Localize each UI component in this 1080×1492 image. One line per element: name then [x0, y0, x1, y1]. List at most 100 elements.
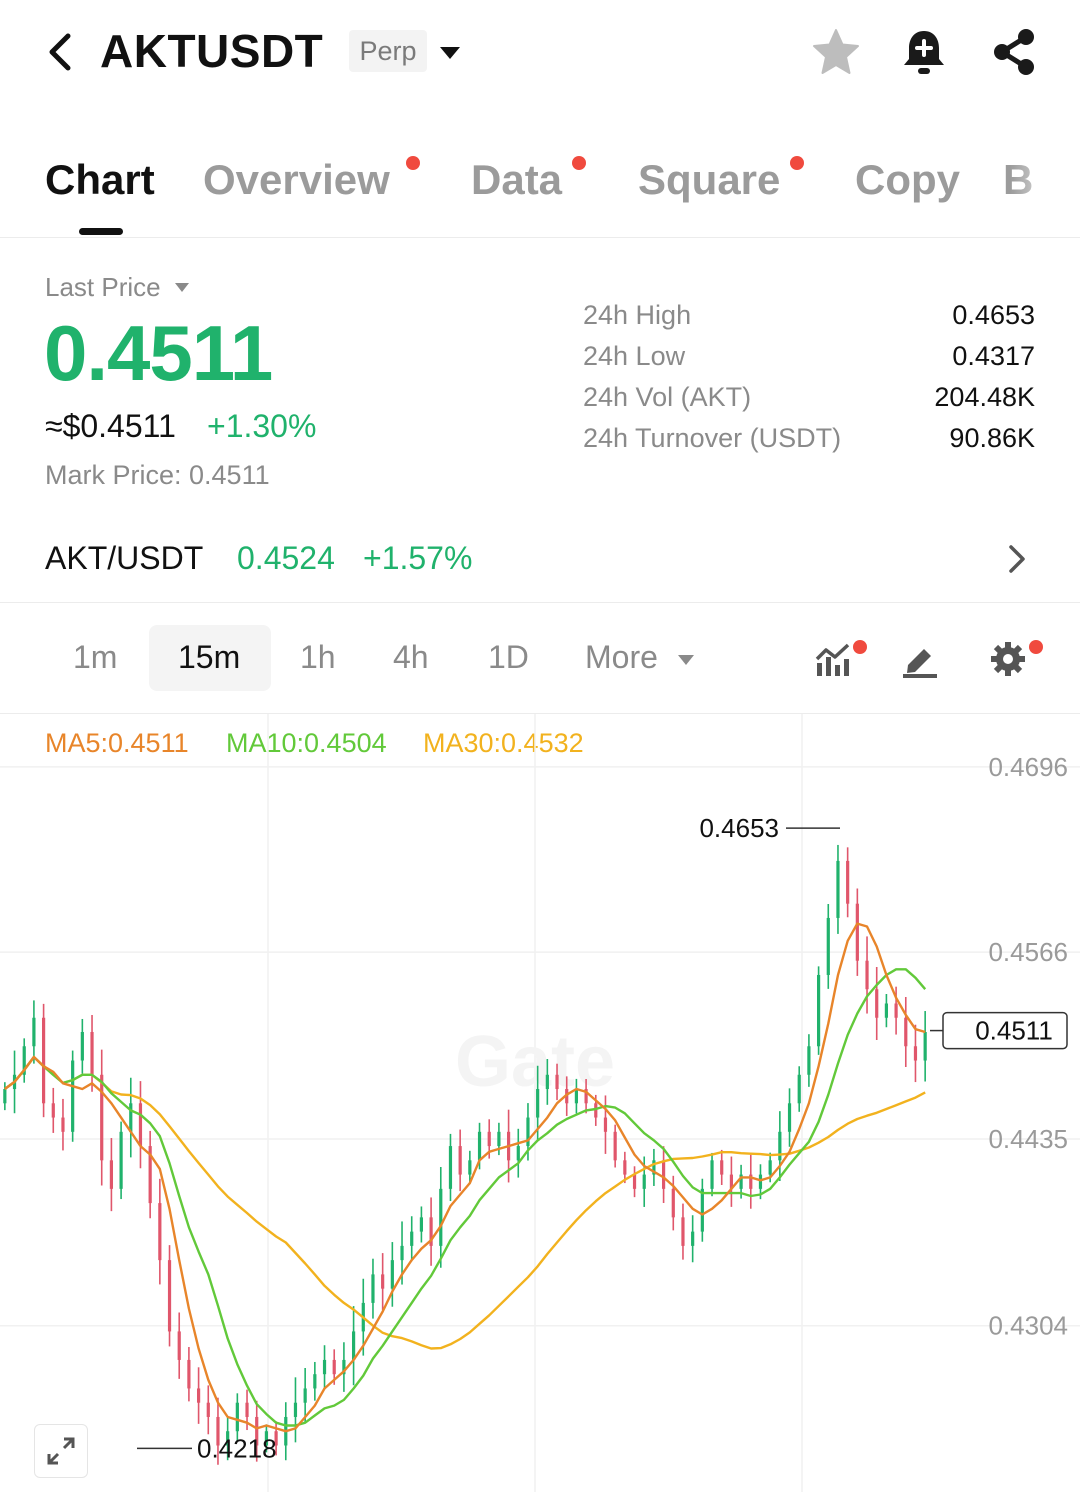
timeframe-toolbar: 1m 15m 1h 4h 1D More [0, 603, 1080, 714]
timeframe-15m[interactable]: 15m [178, 639, 241, 675]
candle-body [758, 1174, 763, 1189]
last-price-selector[interactable]: Last Price [45, 272, 161, 303]
candle-body [894, 1003, 898, 1018]
candle-body [177, 1331, 181, 1360]
stat-value-volume: 204.48K [934, 382, 1035, 412]
high-marker-label: 0.4653 [699, 813, 779, 843]
candle-body [119, 1131, 123, 1189]
candle-body [293, 1402, 298, 1417]
symbol-title[interactable]: AKTUSDT [100, 25, 324, 77]
candle-body [497, 1131, 501, 1147]
candle-body [274, 1431, 278, 1446]
candle-body [613, 1131, 617, 1161]
candle-body [390, 1260, 394, 1289]
timeframe-1m[interactable]: 1m [73, 639, 118, 675]
active-tab-indicator [79, 228, 123, 235]
spot-change-percent: +1.57% [363, 540, 473, 576]
kline-chart[interactable]: MA5:0.4511 MA10:0.4504 MA30:0.4532 0.469… [0, 714, 1080, 1492]
candle-body [661, 1160, 666, 1189]
tab-data[interactable]: Data [471, 156, 563, 203]
last-price-label: Last Price [45, 272, 161, 302]
candle-body [642, 1174, 646, 1189]
candle-body [41, 1017, 46, 1104]
candle-body [555, 1074, 559, 1090]
tab-overview[interactable]: Overview [203, 156, 390, 203]
spot-price: 0.4524 [237, 540, 335, 576]
candle-body [400, 1245, 404, 1261]
spot-market-row[interactable]: AKT/USDT 0.4524 +1.57% [0, 512, 1080, 603]
top-bar: AKTUSDT Perp [0, 0, 1080, 105]
candle-body [913, 1046, 918, 1061]
more-caret-icon[interactable] [678, 655, 694, 665]
candle-body [623, 1160, 627, 1175]
y-axis-tick-label: 0.4696 [988, 752, 1068, 782]
candle-body [826, 917, 830, 975]
notification-dot [790, 156, 804, 170]
indicators-icon[interactable] [814, 639, 854, 679]
stat-value-low: 0.4317 [952, 341, 1035, 371]
candle-body [90, 1032, 94, 1075]
y-axis-tick-label: 0.4566 [988, 937, 1068, 967]
candle-body [865, 960, 869, 990]
candle-body [303, 1388, 307, 1403]
candle-body [904, 1017, 908, 1047]
spot-pair: AKT/USDT [45, 540, 204, 576]
candle-body [632, 1174, 637, 1189]
settings-icon[interactable] [988, 639, 1028, 679]
y-axis-tick-label: 0.4304 [988, 1311, 1068, 1341]
back-icon[interactable] [42, 30, 82, 74]
last-price-value: 0.4511 [44, 309, 273, 397]
ma30-line [4, 1055, 926, 1350]
candle-body [603, 1117, 608, 1132]
chevron-right-icon[interactable] [1004, 542, 1030, 576]
stat-value-high: 0.4653 [952, 300, 1035, 330]
candle-body [807, 1046, 811, 1075]
candle-body [71, 1060, 75, 1132]
candle-body [448, 1146, 453, 1189]
caret-down-icon[interactable] [175, 283, 189, 292]
tab-copy[interactable]: Copy [855, 156, 960, 203]
candle-body [739, 1174, 743, 1189]
current-price-label: 0.4511 [975, 1016, 1053, 1046]
tab-scroll-fade [1010, 140, 1080, 237]
candle-body [109, 1160, 114, 1189]
candle-body [594, 1103, 598, 1118]
timeframe-more[interactable]: More [585, 639, 658, 675]
candle-body [846, 860, 850, 904]
timeframe-4h[interactable]: 4h [393, 639, 429, 675]
candlestick-plot[interactable]: 0.4696 0.4566 0.4435 0.4304 Gate 0.4653 0.4218… [0, 714, 1080, 1492]
stat-value-turnover: 90.86K [949, 423, 1035, 453]
share-icon[interactable] [988, 26, 1040, 78]
candle-body [574, 1089, 579, 1104]
candle-body [410, 1231, 414, 1246]
tab-square[interactable]: Square [638, 156, 781, 203]
candle-body [691, 1231, 695, 1246]
notification-dot [572, 156, 586, 170]
tab-chart[interactable]: Chart [45, 156, 155, 203]
candle-body [419, 1217, 424, 1232]
timeframe-1h[interactable]: 1h [300, 639, 336, 675]
candle-body [487, 1131, 491, 1147]
candle-body [797, 1074, 801, 1104]
candle-body [477, 1131, 482, 1161]
candle-body [778, 1131, 782, 1161]
candle-body [749, 1174, 753, 1189]
ma30-label: MA30:0.4532 [423, 728, 584, 758]
timeframe-1d[interactable]: 1D [488, 639, 529, 675]
chevron-down-icon[interactable] [440, 47, 460, 59]
notification-dot [406, 156, 420, 170]
star-icon[interactable] [810, 26, 862, 78]
bell-plus-icon[interactable] [898, 26, 950, 78]
candle-body [526, 1117, 530, 1147]
candle-body [584, 1089, 588, 1104]
expand-icon [47, 1437, 75, 1465]
candle-body [187, 1359, 191, 1389]
candle-body [313, 1374, 317, 1389]
candle-body [884, 1003, 889, 1018]
draw-icon[interactable] [900, 639, 940, 679]
candle-body [80, 1032, 84, 1061]
candle-body [322, 1359, 327, 1375]
fullscreen-button[interactable] [34, 1424, 88, 1478]
candle-body [351, 1331, 356, 1360]
current-price-tag [942, 1011, 1068, 1050]
